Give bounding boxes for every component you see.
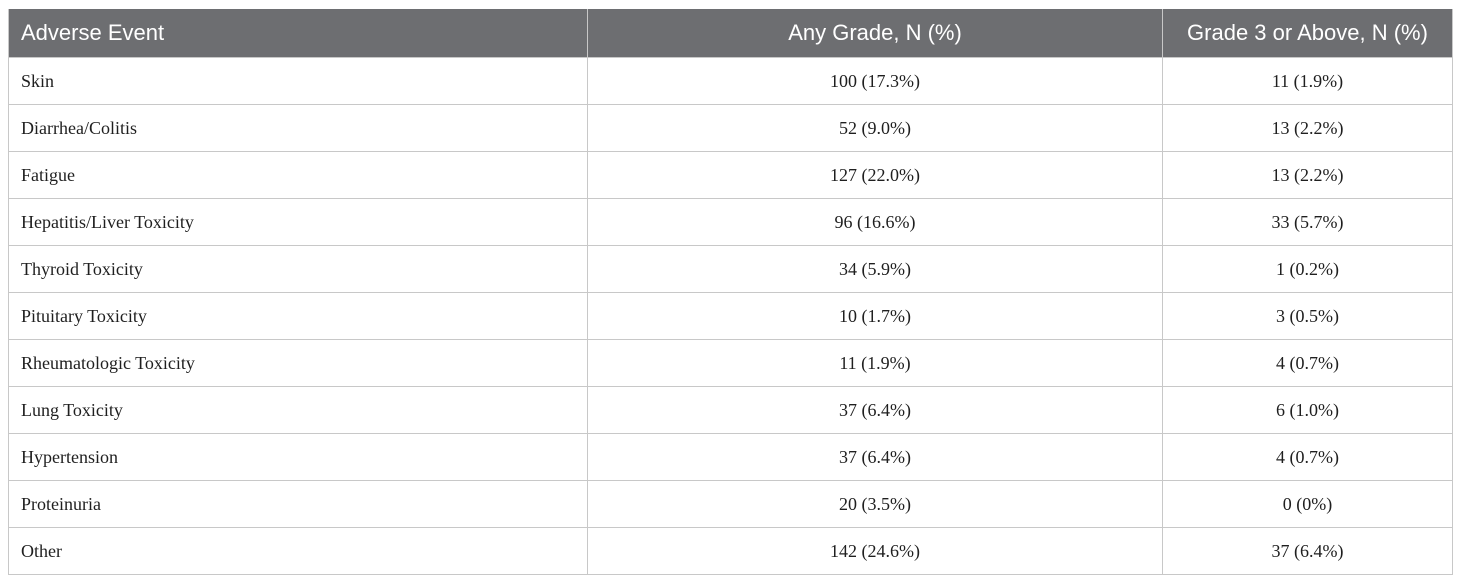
cell-any-grade: 34 (5.9%): [587, 245, 1163, 293]
table-header: Adverse Event Any Grade, N (%) Grade 3 o…: [8, 9, 1453, 58]
cell-adverse-event: Thyroid Toxicity: [8, 245, 588, 293]
cell-grade-3-or-above: 0 (0%): [1162, 480, 1453, 528]
table-row: Thyroid Toxicity 34 (5.9%) 1 (0.2%): [8, 245, 1453, 293]
cell-grade-3-or-above: 6 (1.0%): [1162, 386, 1453, 434]
cell-grade-3-or-above: 4 (0.7%): [1162, 433, 1453, 481]
cell-grade-3-or-above: 3 (0.5%): [1162, 292, 1453, 340]
cell-any-grade: 127 (22.0%): [587, 151, 1163, 199]
table-row: Proteinuria 20 (3.5%) 0 (0%): [8, 480, 1453, 528]
cell-adverse-event: Skin: [8, 57, 588, 105]
cell-adverse-event: Lung Toxicity: [8, 386, 588, 434]
header-grade-3-or-above: Grade 3 or Above, N (%): [1162, 9, 1453, 58]
cell-any-grade: 96 (16.6%): [587, 198, 1163, 246]
cell-adverse-event: Diarrhea/Colitis: [8, 104, 588, 152]
cell-grade-3-or-above: 1 (0.2%): [1162, 245, 1453, 293]
table-row: Other 142 (24.6%) 37 (6.4%): [8, 527, 1453, 575]
table-row: Diarrhea/Colitis 52 (9.0%) 13 (2.2%): [8, 104, 1453, 152]
table-row: Hypertension 37 (6.4%) 4 (0.7%): [8, 433, 1453, 481]
header-adverse-event: Adverse Event: [8, 9, 588, 58]
cell-adverse-event: Rheumatologic Toxicity: [8, 339, 588, 387]
cell-grade-3-or-above: 4 (0.7%): [1162, 339, 1453, 387]
table-row: Hepatitis/Liver Toxicity 96 (16.6%) 33 (…: [8, 198, 1453, 246]
cell-any-grade: 37 (6.4%): [587, 433, 1163, 481]
cell-grade-3-or-above: 37 (6.4%): [1162, 527, 1453, 575]
cell-adverse-event: Fatigue: [8, 151, 588, 199]
cell-any-grade: 37 (6.4%): [587, 386, 1163, 434]
cell-adverse-event: Pituitary Toxicity: [8, 292, 588, 340]
cell-adverse-event: Proteinuria: [8, 480, 588, 528]
cell-adverse-event: Hepatitis/Liver Toxicity: [8, 198, 588, 246]
cell-grade-3-or-above: 33 (5.7%): [1162, 198, 1453, 246]
cell-grade-3-or-above: 13 (2.2%): [1162, 104, 1453, 152]
cell-grade-3-or-above: 11 (1.9%): [1162, 57, 1453, 105]
header-row: Adverse Event Any Grade, N (%) Grade 3 o…: [8, 9, 1453, 58]
table-body: Skin 100 (17.3%) 11 (1.9%) Diarrhea/Coli…: [8, 57, 1453, 575]
table-row: Skin 100 (17.3%) 11 (1.9%): [8, 57, 1453, 105]
cell-any-grade: 20 (3.5%): [587, 480, 1163, 528]
table-row: Rheumatologic Toxicity 11 (1.9%) 4 (0.7%…: [8, 339, 1453, 387]
cell-any-grade: 11 (1.9%): [587, 339, 1163, 387]
cell-grade-3-or-above: 13 (2.2%): [1162, 151, 1453, 199]
header-any-grade: Any Grade, N (%): [587, 9, 1163, 58]
table-row: Lung Toxicity 37 (6.4%) 6 (1.0%): [8, 386, 1453, 434]
cell-adverse-event: Other: [8, 527, 588, 575]
cell-any-grade: 52 (9.0%): [587, 104, 1163, 152]
cell-any-grade: 100 (17.3%): [587, 57, 1163, 105]
cell-any-grade: 142 (24.6%): [587, 527, 1163, 575]
table-row: Fatigue 127 (22.0%) 13 (2.2%): [8, 151, 1453, 199]
cell-any-grade: 10 (1.7%): [587, 292, 1163, 340]
adverse-events-table: Adverse Event Any Grade, N (%) Grade 3 o…: [8, 9, 1453, 575]
cell-adverse-event: Hypertension: [8, 433, 588, 481]
adverse-events-table-container: Adverse Event Any Grade, N (%) Grade 3 o…: [8, 9, 1453, 575]
table-row: Pituitary Toxicity 10 (1.7%) 3 (0.5%): [8, 292, 1453, 340]
